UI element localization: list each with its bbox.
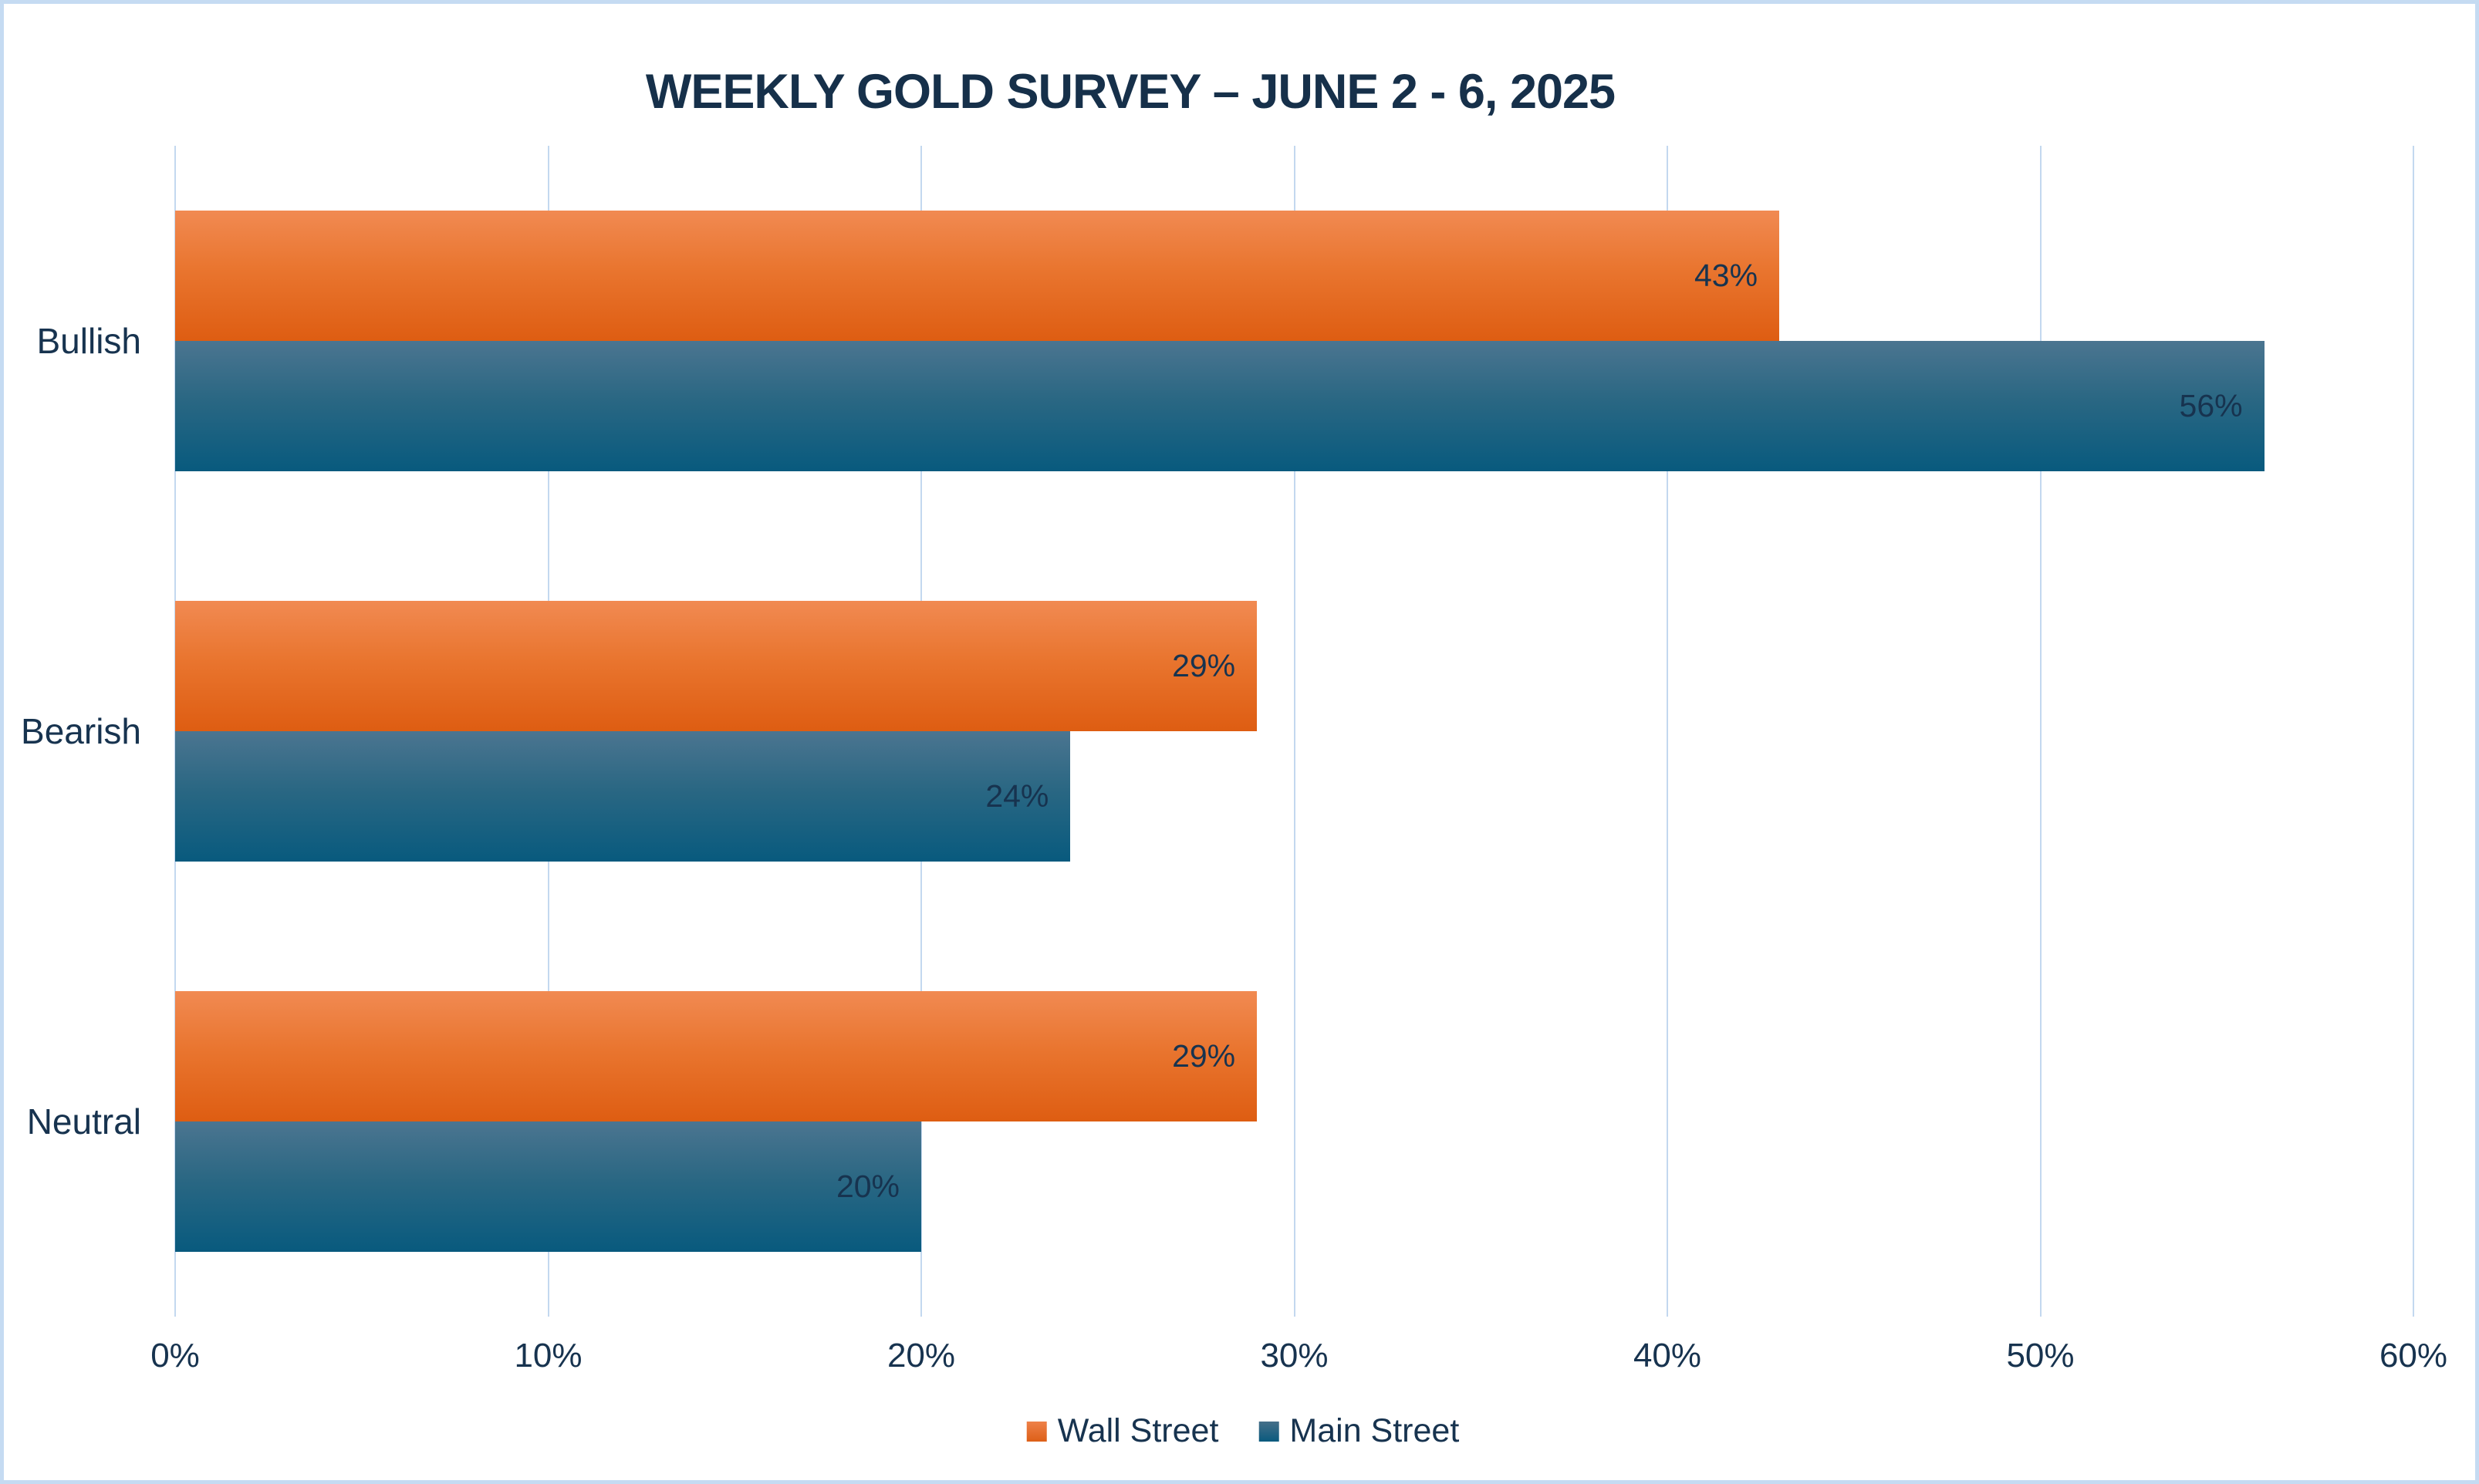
gridline-30% [1293, 146, 1295, 1317]
bar-group-bearish: 29% 24% [175, 536, 2413, 926]
x-tick-label: 20% [887, 1337, 956, 1374]
x-tick-label: 10% [514, 1337, 583, 1374]
bar-bullish-main-street: 56% [175, 341, 2265, 471]
data-label: 24% [985, 778, 1049, 814]
legend-item-main-street: Main Street [1258, 1412, 1459, 1450]
category-label-neutral: Neutral [26, 1101, 141, 1142]
plot-area: 43% 56% 29% 24% 29% 20% [174, 146, 2414, 1317]
category-axis: Bullish Bearish Neutral [4, 146, 141, 1317]
gridline-60% [2413, 146, 2414, 1317]
legend: Wall Street Main Street [1026, 1412, 1459, 1450]
bar-groups: 43% 56% 29% 24% 29% 20% [175, 146, 2413, 1317]
legend-swatch-icon [1026, 1421, 1047, 1442]
category-label-bullish: Bullish [36, 321, 141, 361]
data-label: 56% [2179, 388, 2243, 423]
x-tick-label: 60% [2379, 1337, 2448, 1374]
legend-label: Main Street [1289, 1412, 1460, 1449]
legend-item-wall-street: Wall Street [1026, 1412, 1219, 1450]
data-label: 43% [1694, 258, 1758, 293]
gridline-40% [1667, 146, 1668, 1317]
x-tick-label: 0% [150, 1337, 200, 1374]
data-label: 29% [1172, 648, 1236, 683]
x-tick-label: 50% [2006, 1337, 2075, 1374]
bar-bearish-main-street: 24% [175, 731, 1071, 862]
bar-group-neutral: 29% 20% [175, 926, 2413, 1317]
x-tick-label: 30% [1260, 1337, 1329, 1374]
bar-neutral-main-street: 20% [175, 1121, 921, 1252]
chart-title: WEEKLY GOLD SURVEY – JUNE 2 - 6, 2025 [645, 65, 1616, 119]
data-label: 20% [836, 1169, 900, 1204]
data-label: 29% [1172, 1038, 1236, 1074]
category-label-bearish: Bearish [21, 711, 141, 751]
bar-bearish-wall-street: 29% [175, 601, 1258, 731]
bar-neutral-wall-street: 29% [175, 991, 1258, 1121]
value-axis: 0% 10% 20% 30% 40% 50% 60% [150, 1337, 2447, 1383]
bar-bullish-wall-street: 43% [175, 211, 1780, 341]
legend-swatch-icon [1258, 1421, 1279, 1442]
x-tick-label: 40% [1633, 1337, 1702, 1374]
gridline-50% [2039, 146, 2042, 1317]
legend-label: Wall Street [1057, 1412, 1219, 1449]
bar-group-bullish: 43% 56% [175, 146, 2413, 536]
